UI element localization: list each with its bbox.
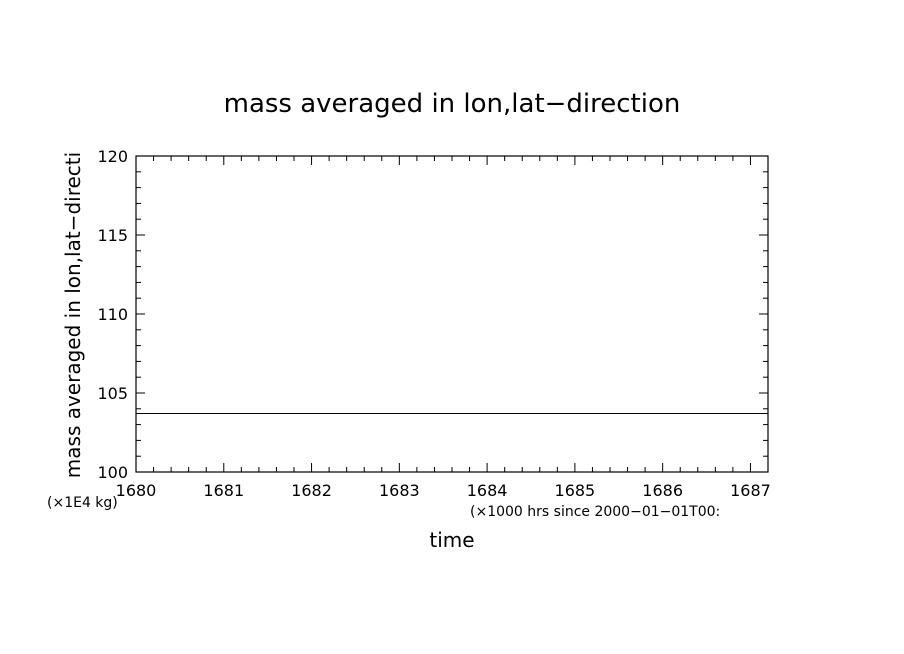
x-unit-label: (×1000 hrs since 2000−01−01T00: — [470, 504, 720, 520]
x-tick-label: 1683 — [379, 481, 420, 500]
x-tick-label: 1686 — [642, 481, 683, 500]
y-axis-label: mass averaged in lon,lat−directi — [61, 152, 85, 478]
y-tick-label: 105 — [97, 384, 128, 403]
plot-area: 1680 1681 1682 1683 1684 1685 1686 1687 100 105 11… — [97, 147, 770, 500]
x-axis-label: time — [429, 528, 474, 552]
y-tick-label: 115 — [97, 226, 128, 245]
y-tick-label: 120 — [97, 147, 128, 166]
y-tick-label: 110 — [97, 305, 128, 324]
chart-title: mass averaged in lon,lat−direction — [224, 89, 681, 119]
x-tick-label: 1684 — [467, 481, 508, 500]
x-tick-label: 1682 — [291, 481, 332, 500]
y-unit-label: (×1E4 kg) — [47, 495, 118, 511]
x-tick-label: 1685 — [555, 481, 596, 500]
x-tick-label: 1687 — [730, 481, 771, 500]
x-tick-label: 1680 — [116, 481, 157, 500]
y-tick-label: 100 — [97, 463, 128, 482]
plot-frame — [135, 155, 769, 473]
x-tick-label: 1681 — [203, 481, 244, 500]
